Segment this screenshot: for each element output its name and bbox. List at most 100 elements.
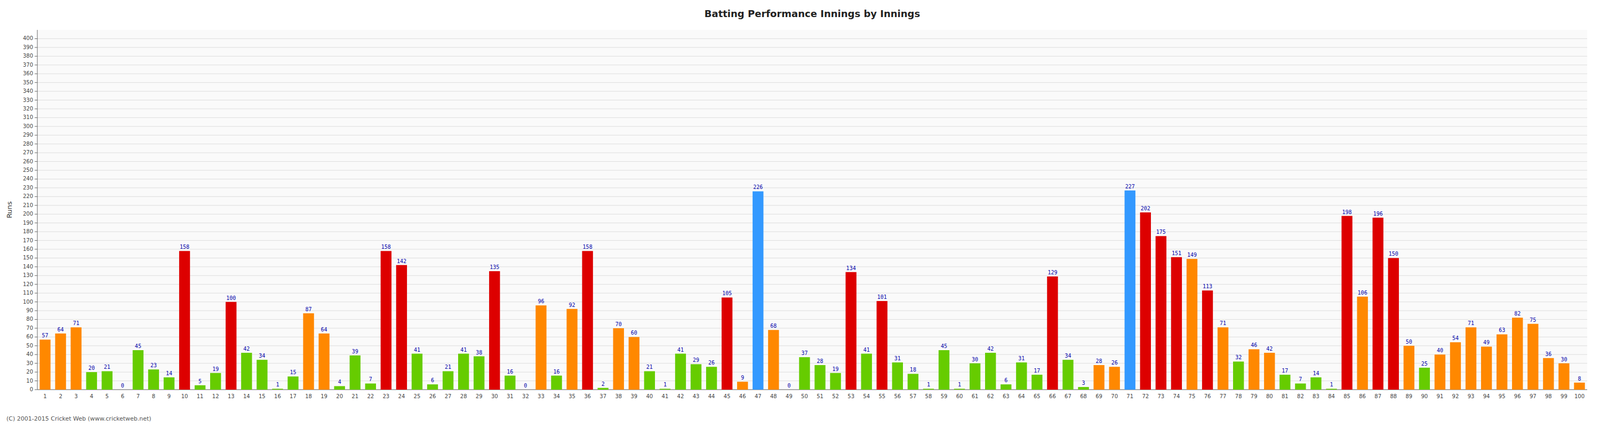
tick-mark <box>34 318 38 320</box>
bar <box>876 300 888 390</box>
tick-label: 5 <box>105 393 109 399</box>
grid-line <box>37 196 1588 197</box>
tick-label: 19 <box>320 393 328 399</box>
tick-label: 84 <box>1328 393 1335 399</box>
tick-label: 16 <box>274 393 282 399</box>
tick-label: 14 <box>243 393 251 399</box>
tick-label: 34 <box>553 393 560 399</box>
tick-label: 210 <box>22 202 34 208</box>
tick-label: 75 <box>1188 393 1196 399</box>
data-label: 71 <box>73 320 80 326</box>
tick-label: 130 <box>22 272 34 278</box>
data-labels: 5764712021045231415851910042341158764439… <box>42 183 1582 389</box>
tick-label: 350 <box>22 79 34 86</box>
tick-label: 59 <box>940 393 948 399</box>
tick-mark <box>34 196 38 197</box>
y-axis-label: Runs <box>5 201 14 219</box>
data-label: 8 <box>1577 375 1581 382</box>
tick-label: 38 <box>614 393 622 399</box>
tick-label: 46 <box>739 393 747 399</box>
tick-label: 310 <box>22 114 34 120</box>
tick-label: 140 <box>22 263 34 270</box>
bar <box>581 250 593 390</box>
tick-label: 60 <box>956 393 964 399</box>
tick-label: 49 <box>785 393 793 399</box>
data-label: 158 <box>582 243 593 250</box>
tick-label: 1 <box>43 393 47 399</box>
tick-label: 62 <box>987 393 995 399</box>
bar <box>1031 374 1043 390</box>
data-label: 196 <box>1373 210 1383 217</box>
bar <box>1356 296 1368 390</box>
data-label: 25 <box>1421 360 1428 367</box>
tick-label: 2 <box>58 393 62 399</box>
bar <box>349 355 361 390</box>
grid-line <box>37 91 1588 92</box>
tick-label: 170 <box>22 237 34 244</box>
grid-line <box>37 38 1588 39</box>
tick-mark <box>34 152 38 154</box>
bar <box>194 385 206 390</box>
bar <box>1450 341 1461 390</box>
tick-label: 120 <box>22 281 34 287</box>
tick-label: 10 <box>26 377 34 384</box>
grid-line <box>37 389 1588 390</box>
data-label: 129 <box>1047 269 1058 276</box>
bar <box>1000 384 1012 390</box>
tick-label: 92 <box>1452 393 1460 399</box>
tick-mark <box>34 178 38 180</box>
tick-label: 290 <box>22 131 34 138</box>
data-label: 18 <box>909 366 917 373</box>
data-label: 75 <box>1529 316 1536 323</box>
data-label: 32 <box>1235 354 1242 360</box>
data-label: 19 <box>832 365 839 372</box>
bar <box>396 265 407 390</box>
data-label: 16 <box>506 368 514 375</box>
tick-label: 88 <box>1389 393 1397 399</box>
tick-label: 10 <box>181 393 189 399</box>
data-label: 6 <box>430 377 435 383</box>
tick-label: 7 <box>136 393 140 399</box>
bar <box>706 366 717 390</box>
bar <box>628 336 640 390</box>
tick-mark <box>34 187 38 188</box>
tick-label: 21 <box>351 393 359 399</box>
bar <box>566 308 578 390</box>
data-label: 105 <box>722 290 732 296</box>
bar <box>938 349 950 390</box>
tick-label: 110 <box>22 289 34 296</box>
bar <box>504 375 516 390</box>
tick-label: 79 <box>1250 393 1258 399</box>
tick-label: 80 <box>1266 393 1274 399</box>
data-label: 31 <box>894 355 901 362</box>
tick-label: 73 <box>1157 393 1165 399</box>
tick-label: 90 <box>1421 393 1429 399</box>
bar <box>1264 352 1275 390</box>
data-label: 0 <box>523 382 527 389</box>
bar <box>721 297 733 390</box>
tick-label: 26 <box>429 393 437 399</box>
tick-label: 390 <box>22 44 34 51</box>
chart: 0102030405060708090100110120130140150160… <box>0 0 1600 427</box>
data-label: 28 <box>817 357 824 364</box>
tick-mark <box>34 345 38 346</box>
data-label: 70 <box>615 321 622 327</box>
tick-mark <box>34 161 38 162</box>
bar <box>1388 257 1399 390</box>
data-label: 101 <box>877 293 887 300</box>
data-label: 175 <box>1156 228 1166 235</box>
bar <box>907 373 919 390</box>
tick-label: 54 <box>862 393 870 399</box>
bar <box>1202 290 1213 390</box>
tick-label: 74 <box>1173 393 1181 399</box>
tick-mark <box>34 64 38 66</box>
tick-mark <box>34 222 38 223</box>
data-label: 19 <box>212 365 219 372</box>
data-label: 135 <box>489 264 500 270</box>
data-label: 82 <box>1514 310 1521 317</box>
tick-label: 42 <box>677 393 685 399</box>
tick-label: 64 <box>1018 393 1026 399</box>
tick-label: 20 <box>336 393 343 399</box>
tick-mark <box>34 362 38 364</box>
bar <box>1558 363 1570 390</box>
